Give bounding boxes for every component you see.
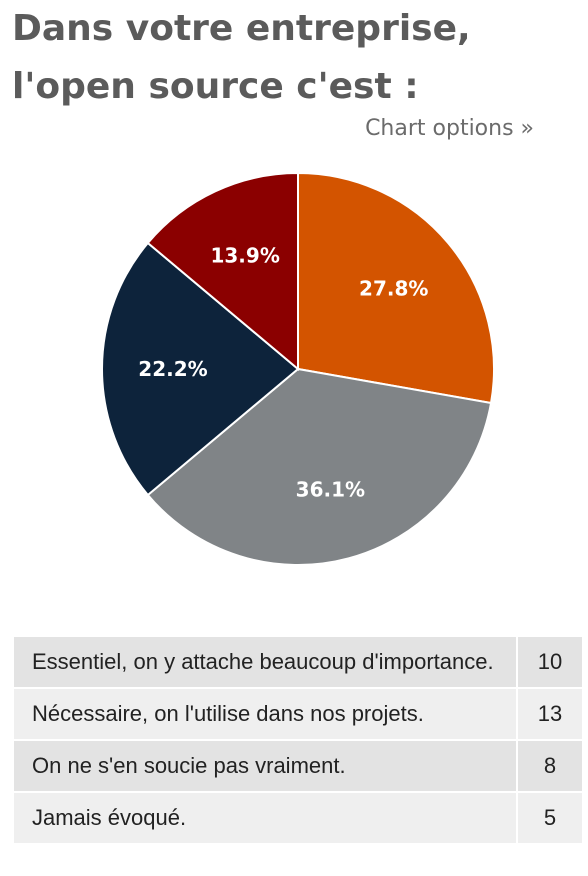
answer-label: Essentiel, on y attache beaucoup d'impor… — [12, 635, 518, 689]
results-table: Essentiel, on y attache beaucoup d'impor… — [12, 635, 584, 845]
pie-slice-necessaire[interactable] — [146, 367, 493, 566]
pie-slice-label-pas-vraiment: 22.2% — [138, 357, 207, 381]
table-row: Jamais évoqué. 5 — [12, 791, 584, 845]
answer-count: 10 — [516, 635, 584, 689]
pie-slice-essentiel[interactable] — [297, 171, 495, 405]
pie-slice-label-essentiel: 27.8% — [359, 277, 428, 301]
chart-options-link[interactable]: Chart options » — [365, 116, 534, 141]
answer-label: On ne s'en soucie pas vraiment. — [12, 739, 518, 793]
pie-slice-label-necessaire: 36.1% — [296, 478, 365, 502]
pie-chart: 27.8% 36.1% 22.2% 13.9% — [101, 171, 495, 566]
answer-count: 8 — [516, 739, 584, 793]
answer-label: Nécessaire, on l'utilise dans nos projet… — [12, 687, 518, 741]
pie-slice-jamais-evoque[interactable] — [146, 171, 299, 372]
page-title: Dans votre entreprise, l'open source c'e… — [12, 8, 471, 107]
table-row: Nécessaire, on l'utilise dans nos projet… — [12, 687, 584, 741]
answer-count: 13 — [516, 687, 584, 741]
table-row: Essentiel, on y attache beaucoup d'impor… — [12, 635, 584, 689]
pie-slice-label-jamais-evoque: 13.9% — [210, 244, 279, 268]
pie-slice-pas-vraiment[interactable] — [101, 241, 300, 497]
answer-count: 5 — [516, 791, 584, 845]
answer-label: Jamais évoqué. — [12, 791, 518, 845]
table-row: On ne s'en soucie pas vraiment. 8 — [12, 739, 584, 793]
